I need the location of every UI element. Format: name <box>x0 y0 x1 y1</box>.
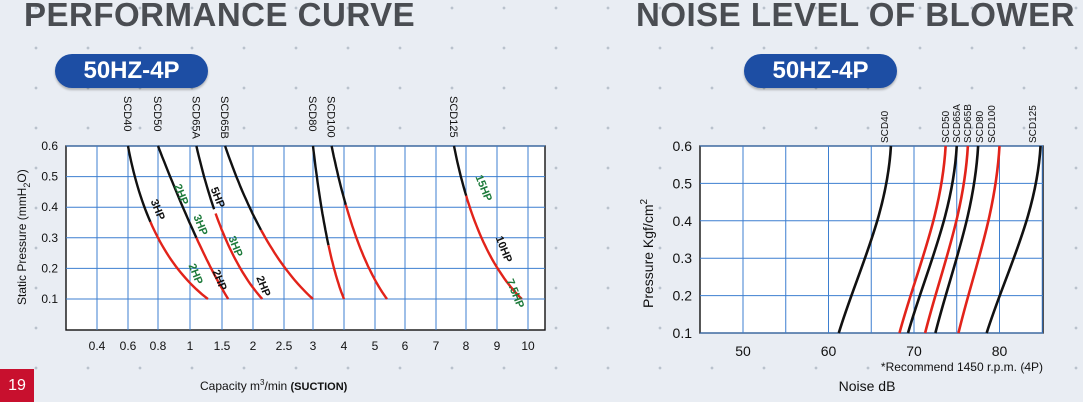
x-tick-label: 1 <box>187 339 194 353</box>
noise-level-title: NOISE LEVEL OF BLOWER <box>636 0 1075 33</box>
curve-scd40-red <box>149 221 209 300</box>
page-number-badge: 19 <box>0 369 34 402</box>
x-tick-label: 2.5 <box>276 339 293 353</box>
curve-scd125 <box>985 145 1042 334</box>
x-tick-label: 70 <box>906 343 922 359</box>
series-label: SCD125 <box>1028 105 1039 143</box>
x-tick-label: 7 <box>433 339 440 353</box>
x-tick-label: 60 <box>821 343 837 359</box>
curve-scd80-red <box>327 245 346 300</box>
noise-badge: 50HZ-4P <box>744 54 897 88</box>
x-tick-label: 0.4 <box>89 339 106 353</box>
series-label: SCD65B <box>218 96 230 139</box>
curve-scd40 <box>837 145 893 334</box>
series-label: SCD100 <box>987 105 998 143</box>
curve-scd50-black <box>156 145 198 239</box>
series-label: SCD80 <box>306 96 318 131</box>
curve-scd80 <box>934 145 980 334</box>
curve-scd65b <box>923 145 970 334</box>
curve-scd65a <box>906 145 959 334</box>
series-label: SCD40 <box>880 110 891 143</box>
x-axis-label: Noise dB <box>839 378 896 394</box>
y-tick-label: 0.2 <box>673 288 693 304</box>
curve-scd125-black <box>452 145 468 197</box>
performance-curve-title: PERFORMANCE CURVE <box>24 0 416 33</box>
series-label: SCD100 <box>325 96 337 138</box>
x-axis-label: Capacity m3/min (SUCTION) <box>200 378 348 393</box>
series-label: SCD65A <box>952 104 963 143</box>
y-tick-label: 0.6 <box>41 139 58 153</box>
x-tick-label: 5 <box>372 339 379 353</box>
curve-scd100 <box>957 145 1001 334</box>
recommend-note: *Recommend 1450 r.p.m. (4P) <box>881 360 1043 374</box>
series-label: SCD40 <box>121 96 133 131</box>
y-tick-label: 0.2 <box>41 261 58 275</box>
series-label: SCD80 <box>975 110 986 143</box>
curve-scd100-red <box>344 204 388 300</box>
x-tick-label: 80 <box>992 343 1008 359</box>
curve-scd65a-red <box>214 213 264 300</box>
y-tick-label: 0.1 <box>41 292 58 306</box>
x-tick-label: 8 <box>463 339 470 353</box>
curve-scd65a-black <box>195 145 216 210</box>
series-label: SCD65A <box>189 96 201 139</box>
curve-scd65b-black <box>223 145 263 231</box>
y-tick-label: 0.4 <box>41 200 58 214</box>
x-tick-label: 0.8 <box>150 339 167 353</box>
series-label: SCD50 <box>941 110 952 143</box>
y-axis-label: Static Pressure (mmH2O) <box>15 169 32 305</box>
curve-scd125-red <box>465 195 523 300</box>
y-tick-label: 0.6 <box>673 138 693 154</box>
y-tick-label: 0.1 <box>673 325 693 341</box>
x-tick-label: 10 <box>521 339 535 353</box>
curve-scd40-black <box>126 145 152 223</box>
curve-scd50-red <box>195 237 230 300</box>
x-tick-label: 1.5 <box>214 339 231 353</box>
series-label: SCD65B <box>963 104 974 143</box>
x-tick-label: 6 <box>402 339 409 353</box>
y-axis-label: Pressure Kgf/cm2 <box>639 199 656 308</box>
performance-badge: 50HZ-4P <box>55 54 208 88</box>
curve-scd80-black <box>311 145 330 246</box>
x-tick-label: 3 <box>310 339 317 353</box>
x-tick-label: 0.6 <box>120 339 137 353</box>
curve-scd100-black <box>330 145 347 206</box>
series-label: SCD125 <box>447 96 459 138</box>
x-tick-label: 4 <box>341 339 348 353</box>
y-tick-label: 0.3 <box>41 231 58 245</box>
x-tick-label: 9 <box>494 339 501 353</box>
x-tick-label: 50 <box>735 343 751 359</box>
curve-scd50 <box>898 145 947 334</box>
y-tick-label: 0.3 <box>673 250 693 266</box>
y-tick-label: 0.5 <box>41 170 58 184</box>
x-tick-label: 2 <box>250 339 257 353</box>
curve-scd65b-red <box>259 229 314 300</box>
y-tick-label: 0.4 <box>673 213 693 229</box>
series-label: SCD50 <box>151 96 163 131</box>
y-tick-label: 0.5 <box>673 175 693 191</box>
